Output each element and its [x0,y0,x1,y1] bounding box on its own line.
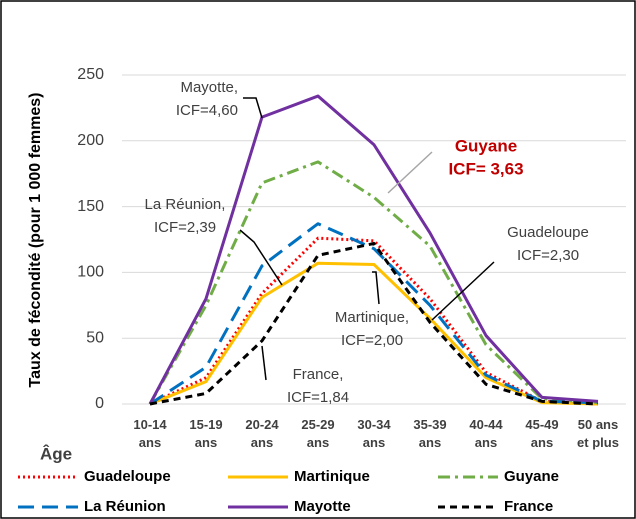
annotation: ICF= 3,63 [448,159,523,178]
series-line [149,241,599,406]
x-tick-label: 50 ans et plus [577,417,619,450]
x-tick-label: 30-34 ans [357,417,391,450]
series-line [149,222,599,406]
x-tick-line: ans [531,435,553,450]
annotation-leader [239,229,283,286]
x-tick-label: 15-19 ans [189,417,222,450]
annotation: Guyane [455,136,517,155]
x-tick-line: ans [139,435,161,450]
x-tick-line: et plus [577,435,619,450]
x-tick-line: 40-44 [469,417,503,432]
series-line [149,236,599,406]
x-tick-label: 25-29 ans [301,417,334,450]
x-tick-line: 10-14 [133,417,167,432]
annotation: France, [293,366,344,383]
x-tick-line: 20-24 [245,417,279,432]
annotation: ICF=4,60 [176,102,238,119]
x-tick-line: ans [195,435,217,450]
x-tick-line: 35-39 [413,417,446,432]
x-tick-label: 40-44 ans [469,417,503,450]
legend-label: Guyane [504,468,559,485]
annotation: Martinique, [335,309,409,326]
y-tick-label: 150 [77,198,104,215]
annotation: ICF=2,39 [154,219,216,236]
x-tick-line: ans [363,435,385,450]
legend-label: Mayotte [294,498,351,515]
legend-label: Guadeloupe [84,468,171,485]
x-tick-label: 35-39 ans [413,417,446,450]
x-tick-line: 30-34 [357,417,391,432]
y-tick-label: 100 [77,264,104,281]
y-tick-label: 200 [77,132,104,149]
annotation: ICF=2,30 [517,247,579,264]
annotation-leader [243,97,263,119]
y-tick-label: 0 [95,395,104,412]
x-tick-line: ans [307,435,329,450]
y-axis-label: Taux de fécondité (pour 1 000 femmes) [27,93,44,388]
legend-label: France [504,498,553,515]
legend-label: Martinique [294,468,370,485]
series-line [148,94,599,405]
annotation: La Réunion, [145,196,226,213]
x-tick-line: ans [251,435,273,450]
y-tick-label: 250 [77,66,104,83]
annotation: Guadeloupe [507,224,589,241]
x-tick-line: ans [475,435,497,450]
legend-label: La Réunion [84,498,166,515]
annotation-leader [387,151,433,194]
x-tick-line: 15-19 [189,417,222,432]
x-tick-label: 10-14 ans [133,417,167,450]
annotation-leader [431,261,495,321]
x-tick-line: 50 ans [578,417,618,432]
annotation: ICF=2,00 [341,332,403,349]
annotation: ICF=1,84 [287,389,349,406]
x-axis-label: Âge [40,444,72,463]
x-tick-line: 45-49 [525,417,558,432]
annotation-leader [372,271,380,305]
series-line [148,160,599,405]
x-tick-label: 20-24 ans [245,417,279,450]
y-tick-label: 50 [86,329,104,346]
x-tick-line: ans [419,435,441,450]
annotation: Mayotte, [180,79,238,96]
series-line [149,261,599,406]
x-tick-line: 25-29 [301,417,334,432]
annotation-leader [261,345,267,381]
x-tick-label: 45-49 ans [525,417,558,450]
